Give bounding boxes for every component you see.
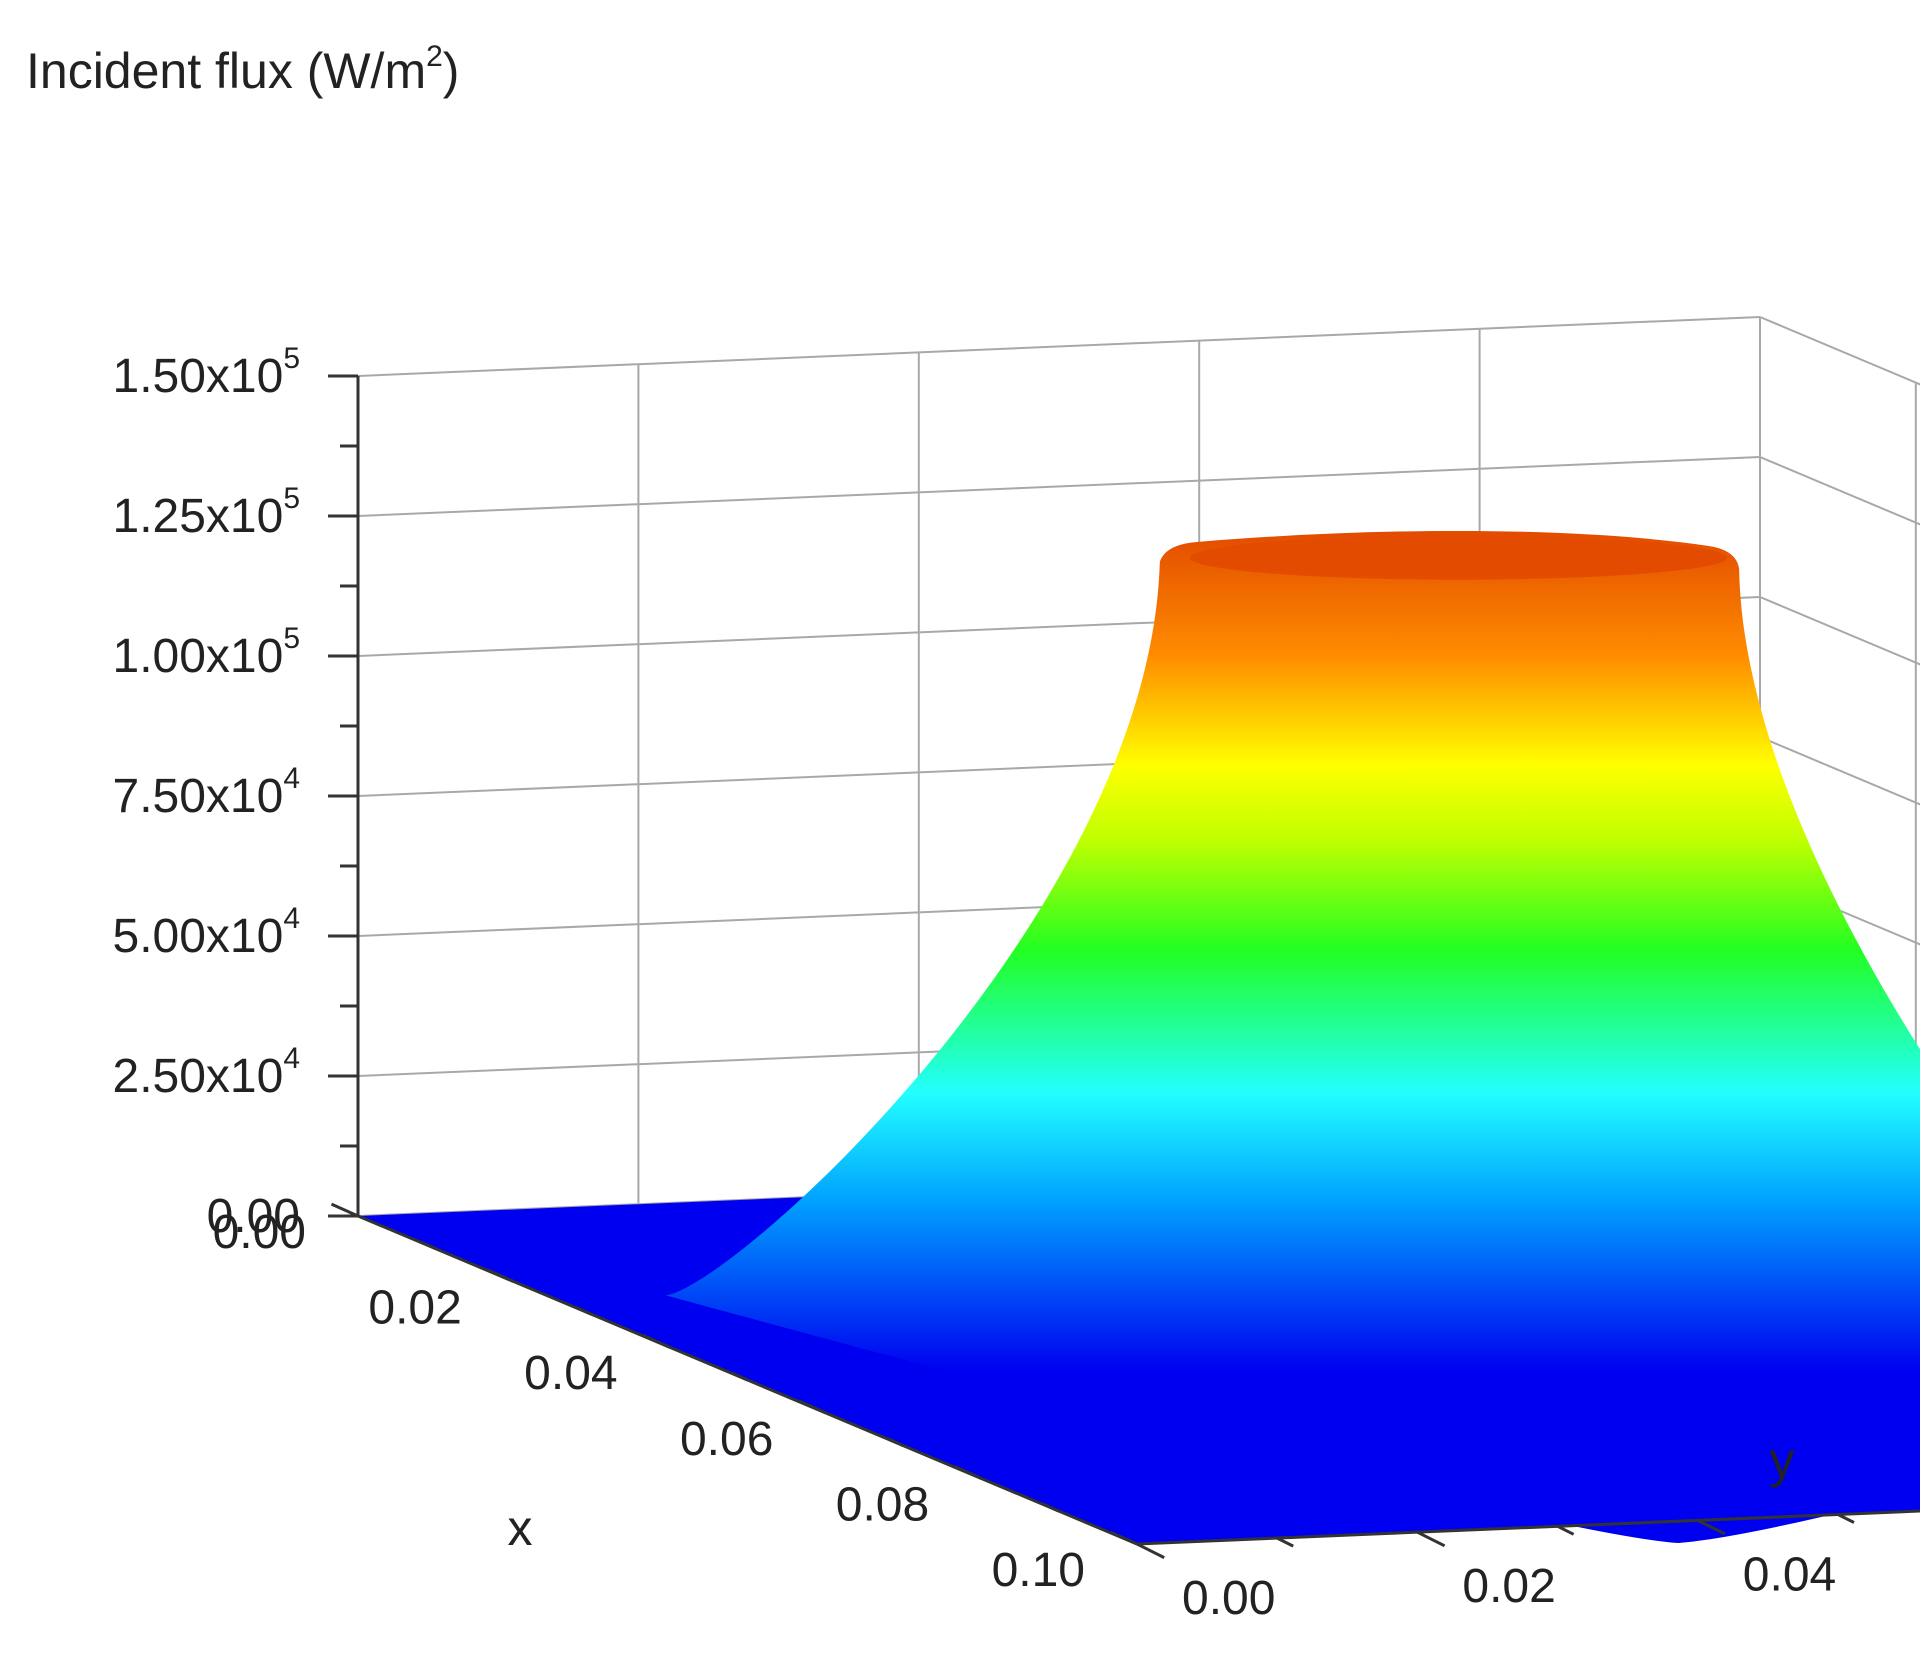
y-tick bbox=[1837, 1513, 1855, 1524]
y-tick bbox=[1697, 1519, 1726, 1536]
y-tick-label: 0.02 bbox=[1462, 1560, 1555, 1613]
x-tick-label: 0.06 bbox=[680, 1413, 773, 1466]
grid-line bbox=[1759, 456, 1920, 526]
x-tick bbox=[419, 1240, 437, 1251]
x-tick-label: 0.04 bbox=[524, 1347, 617, 1400]
grid-line bbox=[1759, 736, 1920, 806]
x-tick bbox=[642, 1333, 671, 1349]
tick-labels: 0.002.50x1045.00x1047.50x1041.00x1051.25… bbox=[113, 342, 1837, 1625]
z-tick-label: 2.50x104 bbox=[113, 1042, 301, 1103]
y-axis-title: y bbox=[1770, 1432, 1795, 1488]
y-tick-label: 0.04 bbox=[1743, 1548, 1836, 1601]
x-tick-label: 0.02 bbox=[368, 1282, 461, 1335]
x-tick-label: 0.08 bbox=[836, 1478, 929, 1531]
z-tick-label: 0.00 bbox=[207, 1190, 300, 1243]
grid-line bbox=[1759, 316, 1920, 386]
x-tick bbox=[798, 1399, 827, 1415]
x-tick bbox=[1042, 1502, 1060, 1513]
x-tick bbox=[486, 1268, 515, 1283]
z-tick-exponent: 4 bbox=[283, 1042, 300, 1075]
y-tick-label: 0.00 bbox=[1182, 1572, 1275, 1625]
z-tick-exponent: 5 bbox=[283, 482, 300, 515]
grid-line bbox=[357, 456, 1761, 517]
grid-line bbox=[357, 316, 1761, 377]
z-tick-label: 1.50x105 bbox=[113, 342, 301, 403]
x-tick-label: 0.10 bbox=[992, 1544, 1085, 1597]
x-axis-title: x bbox=[508, 1500, 533, 1556]
grid-line bbox=[1759, 876, 1920, 946]
x-tick bbox=[954, 1465, 982, 1480]
z-tick-exponent: 5 bbox=[283, 622, 300, 655]
z-tick-mantissa: 0.00 bbox=[207, 1190, 300, 1243]
z-tick-label: 1.00x105 bbox=[113, 622, 301, 683]
z-tick-label: 7.50x104 bbox=[113, 762, 301, 823]
surface-peak bbox=[665, 530, 1920, 1544]
z-tick-exponent: 4 bbox=[283, 762, 300, 795]
y-tick bbox=[1416, 1530, 1446, 1548]
z-tick-mantissa: 7.50x10 bbox=[113, 770, 284, 823]
grid-line bbox=[1759, 596, 1920, 666]
x-tick bbox=[731, 1371, 749, 1382]
z-axis-title: Incident flux (W/m2) bbox=[26, 40, 459, 99]
y-tick bbox=[1276, 1536, 1294, 1548]
axes bbox=[328, 374, 1920, 1559]
x-tick bbox=[330, 1202, 359, 1218]
z-tick-label: 5.00x104 bbox=[113, 902, 301, 963]
z-tick-mantissa: 1.50x10 bbox=[113, 350, 284, 403]
x-tick bbox=[575, 1306, 593, 1316]
z-tick-mantissa: 2.50x10 bbox=[113, 1050, 284, 1103]
peak-top bbox=[1189, 535, 1728, 580]
z-tick-mantissa: 1.00x10 bbox=[113, 630, 284, 683]
y-tick bbox=[1556, 1524, 1575, 1536]
x-tick bbox=[887, 1437, 904, 1447]
peak-surface bbox=[665, 530, 1920, 1544]
x-tick bbox=[1109, 1530, 1138, 1546]
z-tick-label: 1.25x105 bbox=[113, 482, 301, 543]
x-tick-label: 0.00 bbox=[213, 1206, 306, 1259]
z-tick-mantissa: 5.00x10 bbox=[113, 910, 284, 963]
y-tick bbox=[1136, 1542, 1165, 1559]
z-tick-exponent: 5 bbox=[283, 342, 300, 375]
z-tick-exponent: 4 bbox=[283, 902, 300, 935]
z-tick-mantissa: 1.25x10 bbox=[113, 490, 284, 543]
